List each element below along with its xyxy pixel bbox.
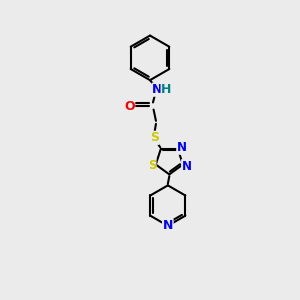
Text: N: N <box>177 142 187 154</box>
Text: S: S <box>148 159 156 172</box>
Text: O: O <box>124 100 134 112</box>
Text: N: N <box>152 83 163 96</box>
Text: S: S <box>150 131 159 144</box>
Text: N: N <box>163 219 173 232</box>
Text: H: H <box>161 83 172 96</box>
Text: N: N <box>182 160 191 172</box>
